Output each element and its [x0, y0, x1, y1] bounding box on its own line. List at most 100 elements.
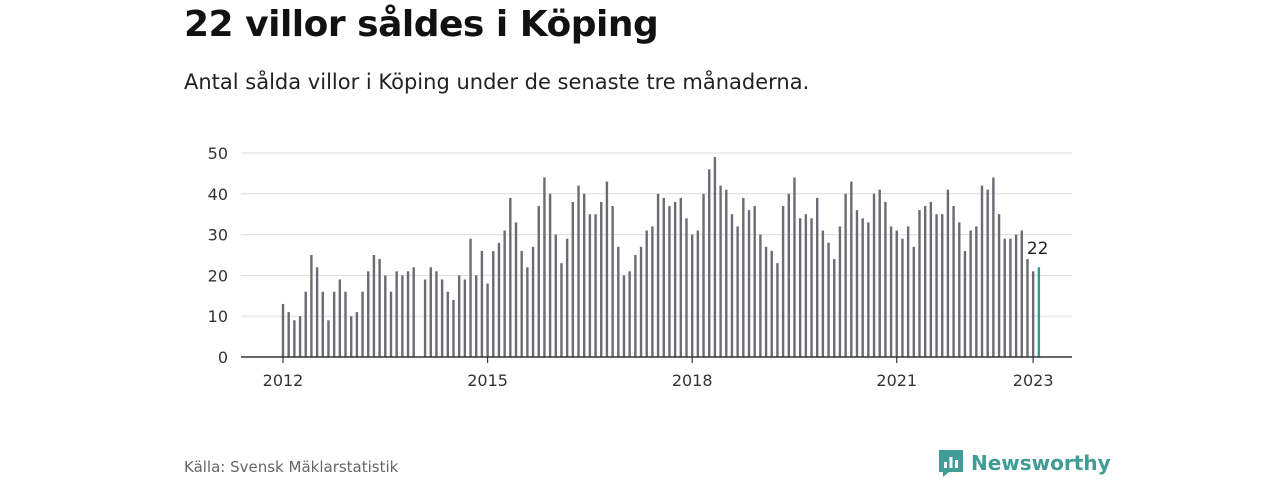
- bar: [708, 169, 711, 357]
- bar: [713, 157, 717, 357]
- bar: [946, 189, 950, 357]
- bar: [952, 206, 955, 357]
- bar: [963, 250, 967, 357]
- bar: [281, 303, 285, 357]
- bar: [764, 246, 768, 357]
- bar: [287, 312, 290, 357]
- bar: [571, 201, 575, 357]
- bar: [958, 222, 961, 357]
- newsworthy-logo-icon: [939, 450, 963, 477]
- bar: [742, 197, 745, 357]
- bar: [475, 275, 478, 357]
- bar: [855, 210, 859, 357]
- y-tick-label: 50: [208, 144, 228, 163]
- bar: [338, 279, 342, 357]
- bar: [781, 206, 785, 357]
- x-tick-label: 2018: [672, 371, 713, 390]
- bar: [867, 222, 870, 357]
- bar: [719, 185, 722, 357]
- bar: [611, 206, 614, 357]
- bar: [816, 197, 819, 357]
- bar: [355, 312, 359, 357]
- bar: [1031, 271, 1035, 357]
- bar: [435, 271, 438, 357]
- bar: [980, 185, 984, 357]
- bar: [906, 226, 910, 357]
- bar: [560, 263, 563, 357]
- bar: [685, 218, 688, 357]
- highlight-value-label: 22: [1027, 239, 1049, 259]
- bar: [969, 230, 972, 357]
- bar: [554, 234, 557, 357]
- bar: [293, 320, 296, 357]
- bar: [378, 259, 381, 357]
- bar: [673, 201, 677, 357]
- bar: [975, 226, 978, 357]
- bar: [884, 201, 887, 357]
- bar-chart: 0 10 20 30 40 50 2012 2015 2018 2021 2023 22: [208, 144, 1072, 390]
- bar: [384, 275, 387, 357]
- bar: [321, 291, 324, 357]
- bar: [537, 206, 540, 357]
- y-tick-label: 0: [218, 348, 228, 367]
- bar: [810, 218, 813, 357]
- highlight-bar: [1037, 267, 1041, 357]
- bar: [702, 193, 705, 357]
- brand-logo[interactable]: Newsworthy: [937, 448, 1111, 478]
- source-note: Källa: Svensk Mäklarstatistik: [184, 458, 399, 476]
- bar: [889, 226, 893, 357]
- bar: [486, 283, 489, 357]
- bar: [588, 214, 592, 357]
- chart-title: 22 villor såldes i Köping: [184, 4, 659, 45]
- bar: [639, 246, 643, 357]
- bar: [679, 197, 683, 357]
- bar: [452, 299, 455, 357]
- bar: [406, 271, 410, 357]
- bar: [1014, 234, 1018, 357]
- bar: [827, 242, 830, 357]
- bar: [332, 291, 336, 357]
- bar: [918, 210, 921, 357]
- bar: [469, 238, 472, 357]
- bar: [605, 181, 609, 357]
- bar: [350, 316, 353, 357]
- bar: [838, 226, 842, 357]
- bar: [583, 193, 586, 357]
- bar: [1020, 230, 1023, 357]
- bar: [457, 275, 461, 357]
- bar: [844, 193, 847, 357]
- bar: [310, 255, 313, 357]
- bar: [423, 279, 427, 357]
- bar: [463, 279, 467, 357]
- bar: [798, 218, 802, 357]
- bar: [651, 226, 654, 357]
- bar: [878, 189, 881, 357]
- x-tick-label: 2023: [1013, 371, 1054, 390]
- bar: [656, 193, 660, 357]
- bar: [696, 230, 700, 357]
- bar: [503, 230, 506, 357]
- bar: [804, 214, 808, 357]
- x-tick-label: 2012: [263, 371, 304, 390]
- bar: [412, 267, 415, 357]
- bar: [628, 271, 631, 357]
- bar: [872, 193, 876, 357]
- bar: [480, 250, 484, 357]
- bar: [753, 206, 756, 357]
- bar: [543, 177, 546, 357]
- bar: [690, 234, 694, 357]
- bar: [1026, 259, 1029, 357]
- bar: [1003, 238, 1006, 357]
- bar: [492, 250, 495, 357]
- bar: [912, 246, 916, 357]
- bar: [315, 267, 319, 357]
- bar: [446, 291, 450, 357]
- bar: [440, 279, 444, 357]
- bar: [520, 250, 523, 357]
- bar: [787, 193, 790, 357]
- bar: [941, 214, 944, 357]
- bar: [645, 230, 648, 357]
- bar: [986, 189, 989, 357]
- bar: [776, 263, 779, 357]
- bar: [901, 238, 904, 357]
